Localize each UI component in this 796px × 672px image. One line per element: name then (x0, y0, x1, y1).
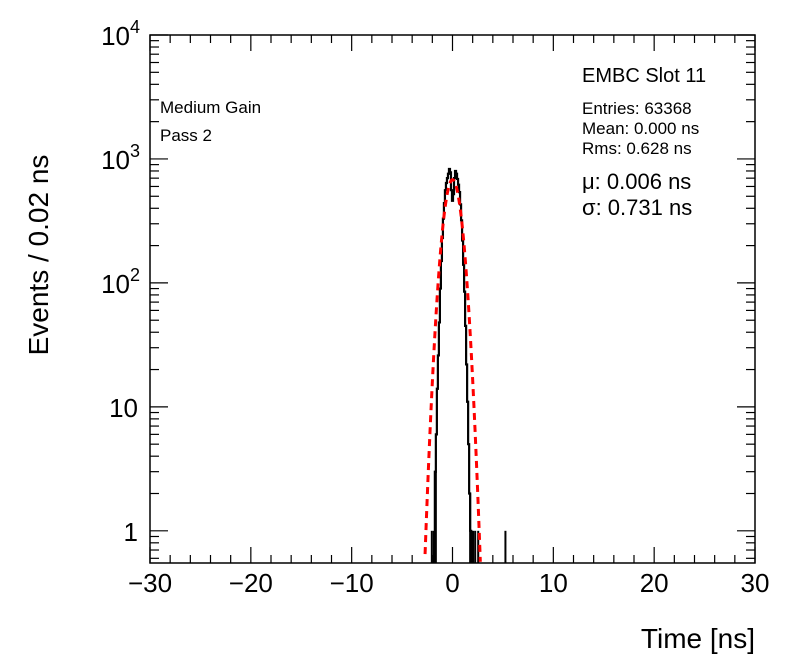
stats-mean: Mean: 0.000 ns (582, 119, 699, 138)
gain-annotation: Medium Gain (160, 98, 261, 117)
y-tick-label: 10 (109, 393, 138, 423)
y-tick-label: 102 (101, 265, 140, 299)
histogram-outline (433, 167, 473, 563)
x-axis-title: Time [ns] (641, 623, 755, 654)
fit-sigma: σ: 0.731 ns (582, 195, 692, 220)
histogram-bin (477, 530, 480, 563)
x-axis-tick-labels: −30 −20 −10 0 10 20 30 (128, 568, 770, 598)
y-axis-title: Events / 0.02 ns (23, 155, 54, 356)
pass-annotation: Pass 2 (160, 126, 212, 145)
fit-mu: μ: 0.006 ns (582, 169, 691, 194)
y-tick-label-base: 10 (101, 145, 130, 175)
y-axis-ticks (150, 34, 755, 559)
gaussian-fit-curve (423, 178, 482, 562)
chart-title: EMBC Slot 11 (582, 65, 706, 87)
x-axis-ticks (149, 35, 756, 563)
histogram-bin (504, 530, 507, 563)
histogram-bin (472, 530, 475, 563)
y-tick-label: 1 (124, 517, 138, 547)
histogram-bin (474, 530, 477, 563)
x-tick-label: 30 (741, 568, 770, 598)
y-tick-label-base: 10 (101, 269, 130, 299)
stats-entries: Entries: 63368 (582, 99, 692, 118)
x-tick-label: 20 (640, 568, 669, 598)
y-tick-label-exponent: 3 (130, 141, 140, 161)
y-tick-label: 103 (101, 141, 140, 175)
x-tick-label: −30 (128, 568, 172, 598)
y-tick-label-exponent: 2 (130, 265, 140, 285)
stats-rms: Rms: 0.628 ns (582, 139, 692, 158)
histogram-bin (430, 530, 433, 563)
x-tick-label: −10 (330, 568, 374, 598)
y-tick-label-exponent: 4 (130, 17, 140, 37)
y-tick-label-base: 10 (101, 21, 130, 51)
x-tick-label: 10 (539, 568, 568, 598)
x-tick-label: 0 (445, 568, 459, 598)
y-tick-label: 104 (101, 17, 140, 51)
data-histogram (430, 167, 507, 563)
x-tick-label: −20 (229, 568, 273, 598)
